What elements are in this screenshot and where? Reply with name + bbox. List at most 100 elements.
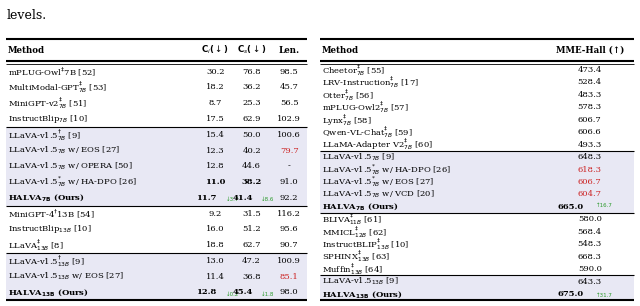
Bar xyxy=(6,269,307,285)
Text: 665.0: 665.0 xyxy=(558,203,584,211)
Text: 91.0: 91.0 xyxy=(280,178,298,186)
Text: 62.7: 62.7 xyxy=(243,241,261,249)
Text: 79.7: 79.7 xyxy=(280,147,298,155)
Text: 668.3: 668.3 xyxy=(578,253,602,261)
Text: LRV-Instruction$_{7B}^{\ddagger}$ [17]: LRV-Instruction$_{7B}^{\ddagger}$ [17] xyxy=(321,75,419,90)
Text: 92.2: 92.2 xyxy=(280,194,298,202)
Text: 590.0: 590.0 xyxy=(578,265,602,273)
Text: $\mathbf{C_{\mathit{s}}}$($\downarrow$): $\mathbf{C_{\mathit{s}}}$($\downarrow$) xyxy=(237,44,266,56)
Text: 606.7: 606.7 xyxy=(578,178,602,186)
Text: 11.4: 11.4 xyxy=(206,273,225,281)
Text: 102.9: 102.9 xyxy=(277,115,301,123)
Text: Muffin$_{13B}^{\ddagger}$ [64]: Muffin$_{13B}^{\ddagger}$ [64] xyxy=(321,261,383,277)
Text: Len.: Len. xyxy=(278,46,300,54)
Text: Otter$_{7B}^{\ddagger}$ [56]: Otter$_{7B}^{\ddagger}$ [56] xyxy=(321,87,373,103)
Text: ↓3.7: ↓3.7 xyxy=(226,197,239,202)
Text: ↓1.8: ↓1.8 xyxy=(260,292,274,297)
Text: LLaVA-v1.5$^{*}_{7B}$ w/ EOS [27]: LLaVA-v1.5$^{*}_{7B}$ w/ EOS [27] xyxy=(321,175,434,189)
Text: 618.3: 618.3 xyxy=(578,166,602,174)
Text: -: - xyxy=(288,162,291,170)
Text: 548.3: 548.3 xyxy=(577,240,602,248)
Text: 36.2: 36.2 xyxy=(243,84,261,91)
Bar xyxy=(6,190,307,206)
Text: HALVA$_{\mathbf{7B}}$ (Ours): HALVA$_{\mathbf{7B}}$ (Ours) xyxy=(8,192,84,203)
Text: Method: Method xyxy=(321,46,358,54)
Text: LLaVA-v1.5$_{7B}$ w/ OPERA [50]: LLaVA-v1.5$_{7B}$ w/ OPERA [50] xyxy=(8,161,132,172)
Text: 8.7: 8.7 xyxy=(209,99,222,107)
Text: 483.3: 483.3 xyxy=(577,91,602,99)
Text: 15.4: 15.4 xyxy=(206,131,225,139)
Text: InstructBLIP$_{13B}^{\ddagger}$ [10]: InstructBLIP$_{13B}^{\ddagger}$ [10] xyxy=(321,237,409,252)
Text: 25.3: 25.3 xyxy=(242,99,261,107)
Text: 47.2: 47.2 xyxy=(242,257,261,265)
Text: 12.3: 12.3 xyxy=(206,147,225,155)
Text: 40.2: 40.2 xyxy=(242,147,261,155)
Text: 17.5: 17.5 xyxy=(206,115,225,123)
Text: LLaVA-v1.5$_{7B}$ [9]: LLaVA-v1.5$_{7B}$ [9] xyxy=(321,151,394,163)
Text: 12.8: 12.8 xyxy=(196,288,216,297)
Text: LLaVA$^{\ddagger}_{13B}$ [8]: LLaVA$^{\ddagger}_{13B}$ [8] xyxy=(8,237,64,253)
Bar xyxy=(6,159,307,174)
Text: 606.6: 606.6 xyxy=(578,128,602,136)
Text: 44.6: 44.6 xyxy=(242,162,261,170)
Text: Lynx$_{7B}^{\ddagger}$ [58]: Lynx$_{7B}^{\ddagger}$ [58] xyxy=(321,112,371,128)
Text: 76.8: 76.8 xyxy=(242,68,261,76)
Text: MME-Hall (↑): MME-Hall (↑) xyxy=(556,46,624,54)
Text: HALVA$_{\mathbf{13B}}$ (Ours): HALVA$_{\mathbf{13B}}$ (Ours) xyxy=(8,287,89,298)
Text: Cheetor$_{7B}^{\ddagger}$ [55]: Cheetor$_{7B}^{\ddagger}$ [55] xyxy=(321,62,385,78)
Text: HALVA$_{\mathbf{7B}}$ (Ours): HALVA$_{\mathbf{7B}}$ (Ours) xyxy=(321,201,398,212)
Text: 606.7: 606.7 xyxy=(578,116,602,124)
Bar xyxy=(320,188,634,201)
Bar xyxy=(6,253,307,269)
Text: 493.3: 493.3 xyxy=(577,141,602,149)
Text: mPLUG-Owl2$_{7B}^{\ddagger}$ [57]: mPLUG-Owl2$_{7B}^{\ddagger}$ [57] xyxy=(321,99,408,115)
Text: 473.4: 473.4 xyxy=(577,66,602,74)
Text: 18.8: 18.8 xyxy=(206,241,225,249)
Text: 56.5: 56.5 xyxy=(280,99,298,107)
Text: BLIVA$_{11B}^{\ddagger}$ [61]: BLIVA$_{11B}^{\ddagger}$ [61] xyxy=(321,211,381,227)
Text: 648.3: 648.3 xyxy=(578,153,602,161)
Bar xyxy=(320,176,634,188)
Text: 51.2: 51.2 xyxy=(242,225,261,233)
Text: 31.5: 31.5 xyxy=(242,210,261,218)
Text: Qwen-VL-Chat$_{7B}^{\ddagger}$ [59]: Qwen-VL-Chat$_{7B}^{\ddagger}$ [59] xyxy=(321,125,412,140)
Bar xyxy=(320,163,634,176)
Text: 578.3: 578.3 xyxy=(578,103,602,111)
Text: 12.8: 12.8 xyxy=(206,162,225,170)
Text: HALVA$_{\mathbf{13B}}$ (Ours): HALVA$_{\mathbf{13B}}$ (Ours) xyxy=(321,289,403,300)
Text: MultiModal-GPT$^{\ddagger}_{7B}$ [53]: MultiModal-GPT$^{\ddagger}_{7B}$ [53] xyxy=(8,80,107,95)
Text: 528.4: 528.4 xyxy=(578,78,602,87)
Text: ↑16.7: ↑16.7 xyxy=(596,203,613,207)
Text: 98.0: 98.0 xyxy=(280,288,298,297)
Text: 100.6: 100.6 xyxy=(277,131,301,139)
Bar xyxy=(320,151,634,163)
Text: 38.2: 38.2 xyxy=(241,178,262,186)
Text: SPHINX$_{13B}^{\ddagger}$ [63]: SPHINX$_{13B}^{\ddagger}$ [63] xyxy=(321,249,390,264)
Bar xyxy=(320,288,634,300)
Text: MMICL$_{12B}^{\ddagger}$ [62]: MMICL$_{12B}^{\ddagger}$ [62] xyxy=(321,224,387,240)
Text: ↓0.2: ↓0.2 xyxy=(226,292,239,297)
Text: 45.7: 45.7 xyxy=(280,84,299,91)
Text: 90.7: 90.7 xyxy=(280,241,298,249)
Text: 675.0: 675.0 xyxy=(558,290,584,298)
Text: 98.5: 98.5 xyxy=(280,68,298,76)
Text: LLaVA-v1.5$_{13B}$ [9]: LLaVA-v1.5$_{13B}$ [9] xyxy=(321,276,398,287)
Text: 580.0: 580.0 xyxy=(578,215,602,223)
Text: LLaVA-v1.5$_{13B}$ w/ EOS [27]: LLaVA-v1.5$_{13B}$ w/ EOS [27] xyxy=(8,271,124,282)
Bar xyxy=(6,143,307,159)
Text: LLaVA-v1.5$_{7B}$ w/ EOS [27]: LLaVA-v1.5$_{7B}$ w/ EOS [27] xyxy=(8,145,120,156)
Text: LLaVA-v1.5$^{*}_{7B}$ w/ HA-DPO [26]: LLaVA-v1.5$^{*}_{7B}$ w/ HA-DPO [26] xyxy=(8,175,137,189)
Bar xyxy=(6,174,307,190)
Text: MiniGPT-v2$^{\ddagger}_{7B}$ [51]: MiniGPT-v2$^{\ddagger}_{7B}$ [51] xyxy=(8,95,87,111)
Text: ↑31.7: ↑31.7 xyxy=(596,293,613,298)
Text: 116.2: 116.2 xyxy=(277,210,301,218)
Text: LLaVA-v1.5$^{*}_{7B}$ w/ HA-DPO [26]: LLaVA-v1.5$^{*}_{7B}$ w/ HA-DPO [26] xyxy=(321,162,451,177)
Text: 30.2: 30.2 xyxy=(206,68,225,76)
Text: LLaVA-v1.5$^{\dagger}_{13B}$ [9]: LLaVA-v1.5$^{\dagger}_{13B}$ [9] xyxy=(8,253,84,269)
Text: LLaVA-v1.5$^{\dagger}_{7B}$ [9]: LLaVA-v1.5$^{\dagger}_{7B}$ [9] xyxy=(8,127,81,143)
Text: mPLUG-Owl$^{\ddagger}$7B [52]: mPLUG-Owl$^{\ddagger}$7B [52] xyxy=(8,65,96,78)
Text: InstructBlip$_{7B}$ [10]: InstructBlip$_{7B}$ [10] xyxy=(8,113,88,125)
Text: levels.: levels. xyxy=(6,9,47,22)
Text: ↓8.6: ↓8.6 xyxy=(260,197,274,202)
Text: 45.4: 45.4 xyxy=(232,288,253,297)
